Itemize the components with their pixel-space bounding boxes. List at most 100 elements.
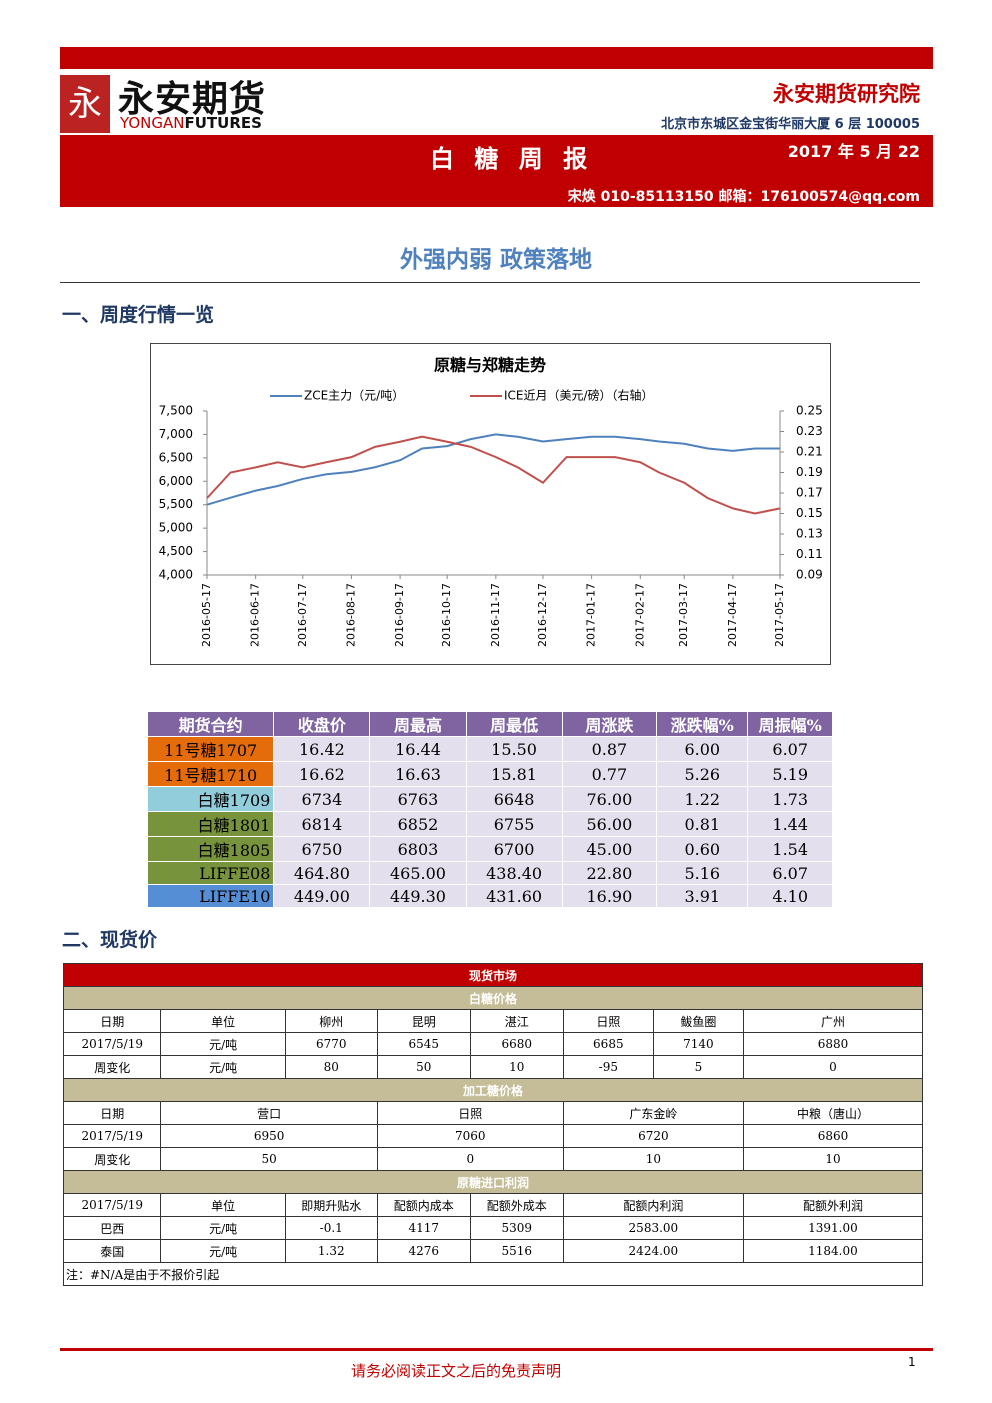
legend-label: ZCE主力（元/吨）	[304, 389, 404, 403]
cell: 6950	[160, 1124, 378, 1148]
cell: 1.54	[747, 836, 833, 862]
cell: 6860	[742, 1124, 924, 1148]
cell: 巴西	[62, 1216, 162, 1240]
y-tick-label: 5,000	[159, 521, 193, 535]
cell: 1391.00	[742, 1216, 924, 1240]
top-bar	[60, 47, 933, 69]
cell: 2424.00	[562, 1239, 744, 1263]
cell: 16.90	[561, 884, 658, 908]
cell: 广州	[742, 1009, 924, 1033]
cell: 配额内利润	[562, 1193, 744, 1217]
cell: 10	[742, 1147, 924, 1171]
cell: 1.44	[747, 811, 833, 837]
chart-title: 原糖与郑糖走势	[434, 356, 546, 375]
row: LIFFE10 449.00 449.30 431.60 16.90 3.91 4.10	[146, 884, 833, 908]
y2-tick-label: 0.19	[796, 465, 823, 479]
cell: 4.10	[747, 884, 833, 908]
cell: 5516	[469, 1239, 564, 1263]
x-tick-label: 2016-07-17	[296, 583, 309, 647]
cell: 日照	[376, 1101, 564, 1125]
cell: 2583.00	[562, 1216, 744, 1240]
cell: 10	[469, 1055, 564, 1079]
row: 11号糖1710 16.62 16.63 15.81 0.77 5.26 5.19	[146, 761, 833, 787]
institute: 永安期货研究院	[773, 82, 920, 106]
cell: LIFFE10	[146, 884, 275, 908]
cell: 元/吨	[160, 1032, 286, 1056]
cell: 6755	[465, 811, 563, 837]
cell: -0.1	[284, 1216, 378, 1240]
headline: 外强内弱 政策落地	[399, 247, 592, 273]
y-tick-label: 5,500	[159, 497, 193, 511]
cell: 464.80	[273, 861, 371, 885]
x-tick-label: 2016-10-17	[440, 583, 453, 647]
row: 白糖1709 6734 6763 6648 76.00 1.22 1.73	[146, 786, 833, 812]
cell: 6814	[273, 811, 371, 837]
cell: 5.19	[747, 761, 833, 787]
x-tick-label: 2016-09-17	[393, 583, 406, 647]
cell: 湛江	[469, 1009, 564, 1033]
x-tick-label: 2016-06-17	[249, 583, 262, 647]
y2-tick-label: 0.23	[796, 424, 823, 438]
cell: 4276	[376, 1239, 471, 1263]
cell: 泰国	[62, 1239, 162, 1263]
cell: 2017/5/19	[62, 1032, 162, 1056]
cell: 0.60	[656, 836, 749, 862]
section-title: 一、周度行情一览	[62, 304, 215, 326]
y-tick-label: 7,000	[159, 427, 193, 441]
cell: 50	[160, 1147, 378, 1171]
cell: 3.91	[656, 884, 749, 908]
cell: 白糖价格	[63, 986, 923, 1010]
cell: 1.32	[284, 1239, 378, 1263]
cell: 5.16	[656, 861, 749, 885]
cell: 0.77	[561, 761, 658, 787]
cell: 6685	[562, 1032, 654, 1056]
logo-en-2: FUTURES	[184, 114, 262, 132]
row: 期货合约 收盘价 周最高 周最低 周涨跌 涨跌幅% 周振幅%	[146, 711, 833, 737]
logo-en-1: YONGAN	[120, 114, 185, 132]
cell: 6.07	[747, 736, 833, 762]
y2-tick-label: 0.21	[796, 445, 823, 459]
cell: 6680	[469, 1032, 564, 1056]
x-tick-label: 2017-03-17	[677, 583, 690, 647]
cell: 配额外成本	[469, 1193, 564, 1217]
x-tick-label: 2017-02-17	[633, 583, 646, 647]
cell: 日照	[562, 1009, 654, 1033]
y2-tick-label: 0.11	[796, 547, 823, 561]
cell: 15.81	[465, 761, 563, 787]
y-tick-label: 6,500	[159, 450, 193, 464]
cell: 465.00	[369, 861, 467, 885]
cell: 16.44	[369, 736, 467, 762]
x-tick-label: 2017-04-17	[726, 583, 739, 647]
cell: 6852	[369, 811, 467, 837]
logo-text: 永安期货	[118, 79, 267, 120]
rule	[60, 282, 920, 283]
cell: 期货合约	[146, 711, 275, 737]
cell: 1.73	[747, 786, 833, 812]
cell: 50	[376, 1055, 471, 1079]
report-title: 白 糖 周 报	[430, 145, 594, 173]
y-tick-label: 4,000	[159, 568, 193, 582]
row: 2017/5/19 单位 即期升贴水 配额内成本 配额外成本 配额内利润 配额外利润	[62, 1193, 924, 1217]
cell: 56.00	[561, 811, 658, 837]
cell: 即期升贴水	[284, 1193, 378, 1217]
cell: 周最低	[465, 711, 563, 737]
y2-tick-label: 0.13	[796, 527, 823, 541]
cell: 中粮（唐山）	[742, 1101, 924, 1125]
cell: 周振幅%	[747, 711, 833, 737]
row: 巴西 元/吨 -0.1 4117 5309 2583.00 1391.00	[62, 1216, 924, 1240]
section-title: 二、现货价	[62, 929, 158, 951]
cell: 现货市场	[63, 963, 923, 987]
cell: 45.00	[561, 836, 658, 862]
cell: 2017/5/19	[62, 1124, 162, 1148]
cell: 单位	[160, 1193, 286, 1217]
cell: 449.30	[369, 884, 467, 908]
futures-table: 期货合约 收盘价 周最高 周最低 周涨跌 涨跌幅% 周振幅% 11号糖1707 16.42 16.…	[146, 711, 833, 908]
cell: 涨跌幅%	[656, 711, 749, 737]
row: 2017/5/19 元/吨 6770 6545 6680 6685 7140 6880	[62, 1032, 924, 1056]
cell: 11号糖1710	[146, 761, 275, 787]
cell: 1.22	[656, 786, 749, 812]
cell: 7140	[652, 1032, 744, 1056]
cell: 0	[376, 1147, 564, 1171]
cell: 15.50	[465, 736, 563, 762]
row: 日期 营口 日照 广东金岭 中粮（唐山）	[62, 1101, 924, 1125]
